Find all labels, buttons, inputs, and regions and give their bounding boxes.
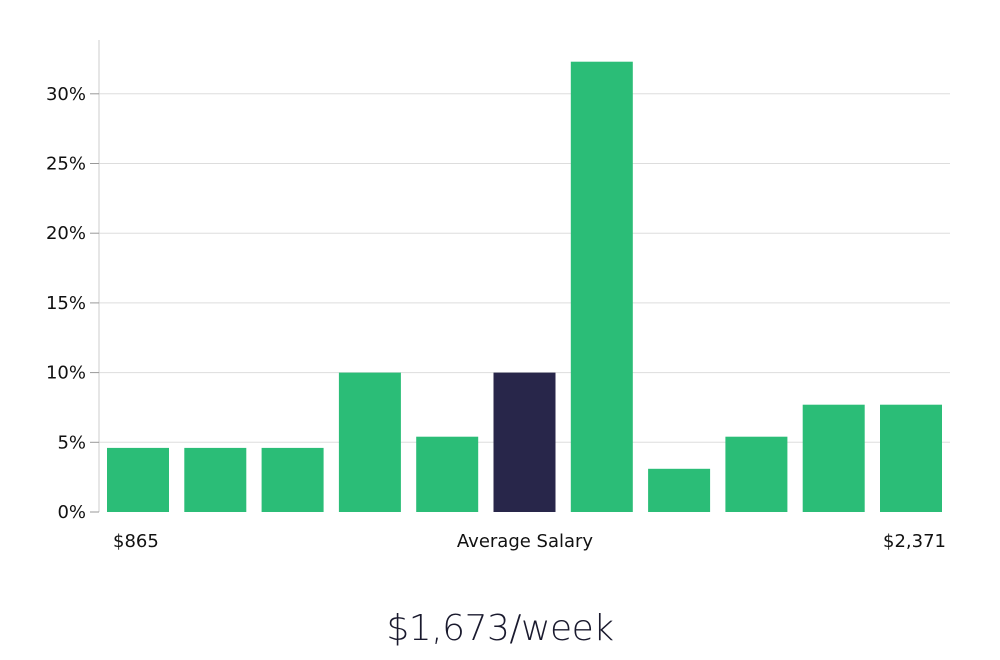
x-label-max: $2,371 [883,531,946,552]
y-tick-label: 0% [57,502,86,523]
y-tick-label: 25% [46,154,86,175]
y-tick-label: 30% [46,84,86,105]
y-tick-label: 5% [57,432,86,453]
bar [570,61,633,512]
bars [107,61,942,512]
y-tick-label: 15% [46,293,86,314]
bar [725,436,788,512]
y-axis-ticks: 0% 5% 10% 15% 20% 25% 30% [46,84,99,523]
salary-distribution-chart: 0%5%10%15%20%25%30% $865 Average Salary … [46,40,950,552]
x-label-center: Average Salary [457,531,594,552]
bar [416,436,479,512]
bar [338,372,401,512]
bar [184,447,247,512]
y-tick-label: 20% [46,223,86,244]
bar [802,404,865,512]
bar [107,447,169,512]
bar-average-salary [493,372,556,512]
salary-summary: $1,673/week [386,608,614,649]
bar [261,447,324,512]
y-tick-label: 10% [46,363,86,384]
bar [880,404,942,512]
bar [648,468,711,512]
x-label-min: $865 [113,531,159,552]
